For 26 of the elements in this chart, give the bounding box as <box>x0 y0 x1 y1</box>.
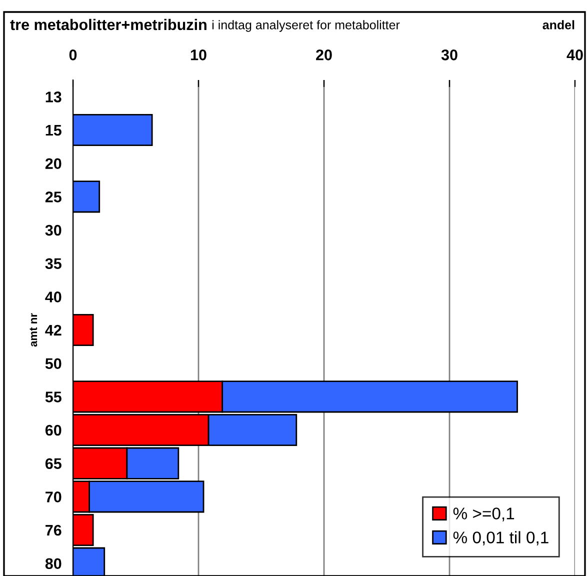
legend-label: % 0,01 til 0,1 <box>453 531 548 546</box>
x-tick-label: 20 <box>316 49 332 60</box>
legend-label: % >=0,1 <box>453 508 514 522</box>
y-tick-label: 42 <box>45 324 62 336</box>
y-tick-label: 13 <box>46 92 62 102</box>
y-tick-label: 15 <box>46 125 62 136</box>
chart-subtitle: i indtag analyseret for metabolitter <box>212 20 400 32</box>
y-tick-label: 50 <box>45 358 62 370</box>
y-tick-label: 20 <box>45 158 62 170</box>
y-tick-label: 55 <box>45 392 62 402</box>
y-tick-label: 25 <box>45 192 62 202</box>
y-tick-label: 65 <box>45 458 62 470</box>
x-tick-label: 0 <box>69 49 77 60</box>
y-tick-label: 35 <box>45 258 62 270</box>
y-tick-label: 70 <box>46 492 62 502</box>
y-tick-label: 40 <box>45 292 62 302</box>
x-tick-label: 30 <box>441 49 458 60</box>
x-tick-label: 40 <box>566 49 583 60</box>
chart-title: tre metabolitter+metribuzin <box>10 18 206 30</box>
y-axis-title: amt nr <box>30 313 38 347</box>
y-tick-label: 80 <box>45 558 62 570</box>
x-axis-title: andel <box>542 20 574 30</box>
y-tick-label: 60 <box>45 424 62 436</box>
y-tick-label: 30 <box>45 224 62 236</box>
x-tick-label: 10 <box>190 49 206 60</box>
y-tick-label: 76 <box>46 524 62 536</box>
